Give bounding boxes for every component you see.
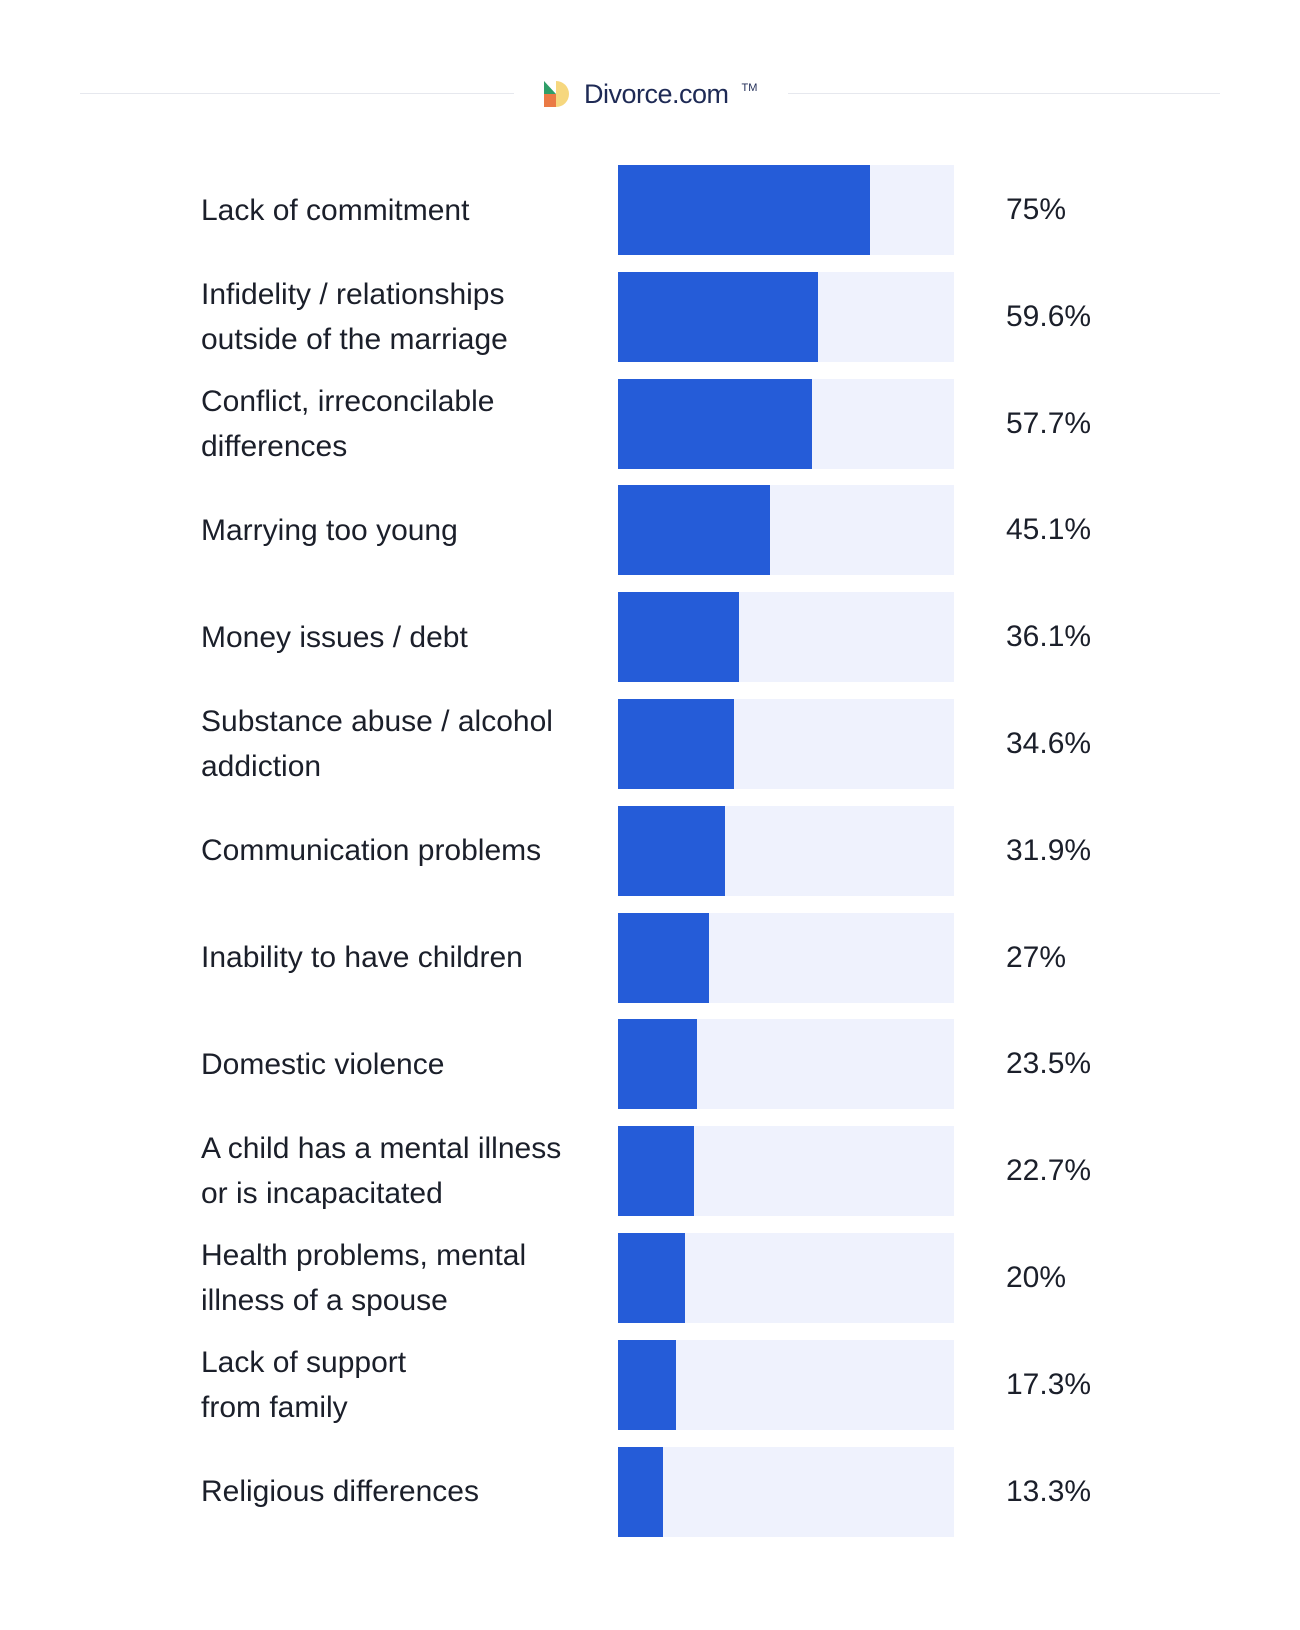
bar-track: [618, 271, 954, 362]
header-divider-right: [788, 93, 1220, 94]
category-label: Health problems, mental illness of a spo…: [201, 1239, 527, 1317]
category-label: Substance abuse / alcohol addiction: [201, 705, 553, 783]
header: Divorce.com TM: [80, 72, 1220, 116]
bar-track: [618, 165, 954, 255]
brand-name: Divorce.com: [584, 78, 729, 109]
divorce-logo-icon: [544, 81, 569, 107]
category-label: A child has a mental illness or is incap…: [201, 1132, 562, 1211]
category-label: Marrying too young: [201, 513, 458, 547]
bar: [618, 271, 819, 362]
bar: [618, 805, 726, 896]
bar-track: [618, 1019, 954, 1110]
bar-track: [618, 592, 954, 683]
bar-track: [618, 1126, 954, 1217]
value-label: 57.7%: [1006, 406, 1092, 440]
brand-trademark: TM: [741, 82, 758, 94]
bar: [618, 1126, 695, 1217]
value-label: 20%: [1006, 1261, 1067, 1294]
bar-track: [618, 699, 954, 789]
value-label: 36.1%: [1006, 620, 1092, 654]
bar-track: [618, 485, 954, 576]
bar-track: [618, 912, 954, 1003]
value-label: 75%: [1006, 193, 1067, 226]
bar-track: [618, 1339, 954, 1430]
logo-triangle-green: [544, 81, 556, 94]
value-label: 45.1%: [1006, 513, 1092, 547]
value-label: 23.5%: [1006, 1047, 1092, 1081]
category-label: Domestic violence: [201, 1047, 445, 1081]
bar: [618, 592, 740, 683]
value-label: 22.7%: [1006, 1154, 1092, 1188]
logo-square-orange: [544, 94, 556, 107]
logo-half-circle-yellow: [556, 81, 569, 107]
value-label: 59.6%: [1006, 299, 1092, 333]
header-divider-left: [80, 93, 514, 94]
bar: [618, 912, 709, 1003]
bar: [618, 378, 812, 469]
value-label: 34.6%: [1006, 727, 1092, 760]
bar-track: [618, 1446, 954, 1537]
category-label: Communication problems: [201, 834, 542, 868]
bar: [618, 1446, 663, 1537]
bar: [618, 1339, 677, 1430]
bar: [618, 165, 870, 255]
bar-track: [618, 1233, 954, 1323]
bar: [618, 699, 735, 789]
brand[interactable]: Divorce.com TM: [542, 72, 757, 116]
value-label: 13.3%: [1006, 1474, 1092, 1508]
bar-track: [618, 805, 954, 896]
bar: [618, 485, 770, 576]
bar: [618, 1233, 686, 1323]
bar-track: [618, 378, 954, 469]
category-label: Conflict, irreconcilable differences: [201, 384, 495, 463]
value-label: 27%: [1006, 940, 1067, 974]
category-label: Inability to have children: [201, 941, 523, 975]
value-label: 17.3%: [1006, 1367, 1092, 1401]
value-label: 31.9%: [1006, 833, 1092, 867]
category-label: Lack of commitment: [201, 193, 470, 227]
category-label: Money issues / debt: [201, 620, 468, 654]
category-label: Infidelity / relationships outside of th…: [201, 277, 508, 356]
category-label: Religious differences: [201, 1475, 479, 1509]
category-label: Lack of support from family: [201, 1345, 407, 1424]
bar: [618, 1019, 697, 1110]
